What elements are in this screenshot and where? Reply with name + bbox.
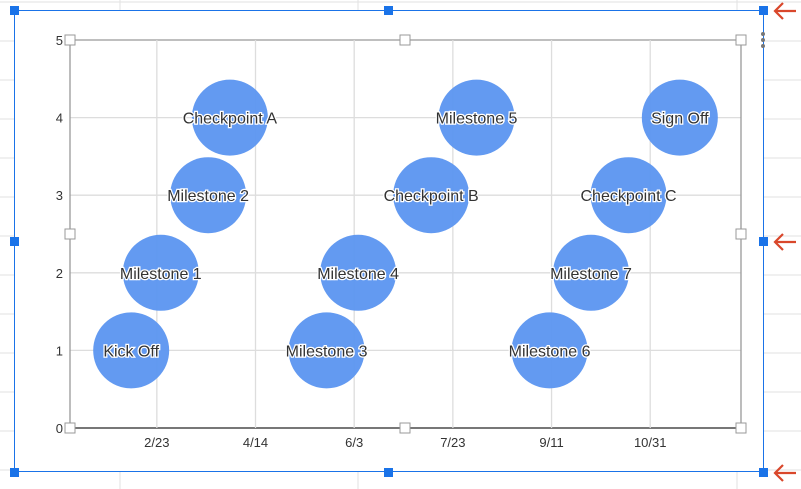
chart-menu-icon[interactable] [759, 31, 767, 53]
resize-handle[interactable] [759, 6, 768, 15]
resize-handle[interactable] [10, 6, 19, 15]
resize-handle[interactable] [759, 468, 768, 477]
annotation-arrow-bottom [773, 464, 796, 482]
resize-handle[interactable] [384, 6, 393, 15]
resize-handle[interactable] [384, 468, 393, 477]
resize-handle[interactable] [10, 237, 19, 246]
annotation-arrow-top [773, 2, 796, 20]
resize-handle[interactable] [759, 237, 768, 246]
chart-object[interactable] [10, 6, 768, 477]
annotation-arrow-middle [773, 233, 796, 251]
resize-handle[interactable] [10, 468, 19, 477]
